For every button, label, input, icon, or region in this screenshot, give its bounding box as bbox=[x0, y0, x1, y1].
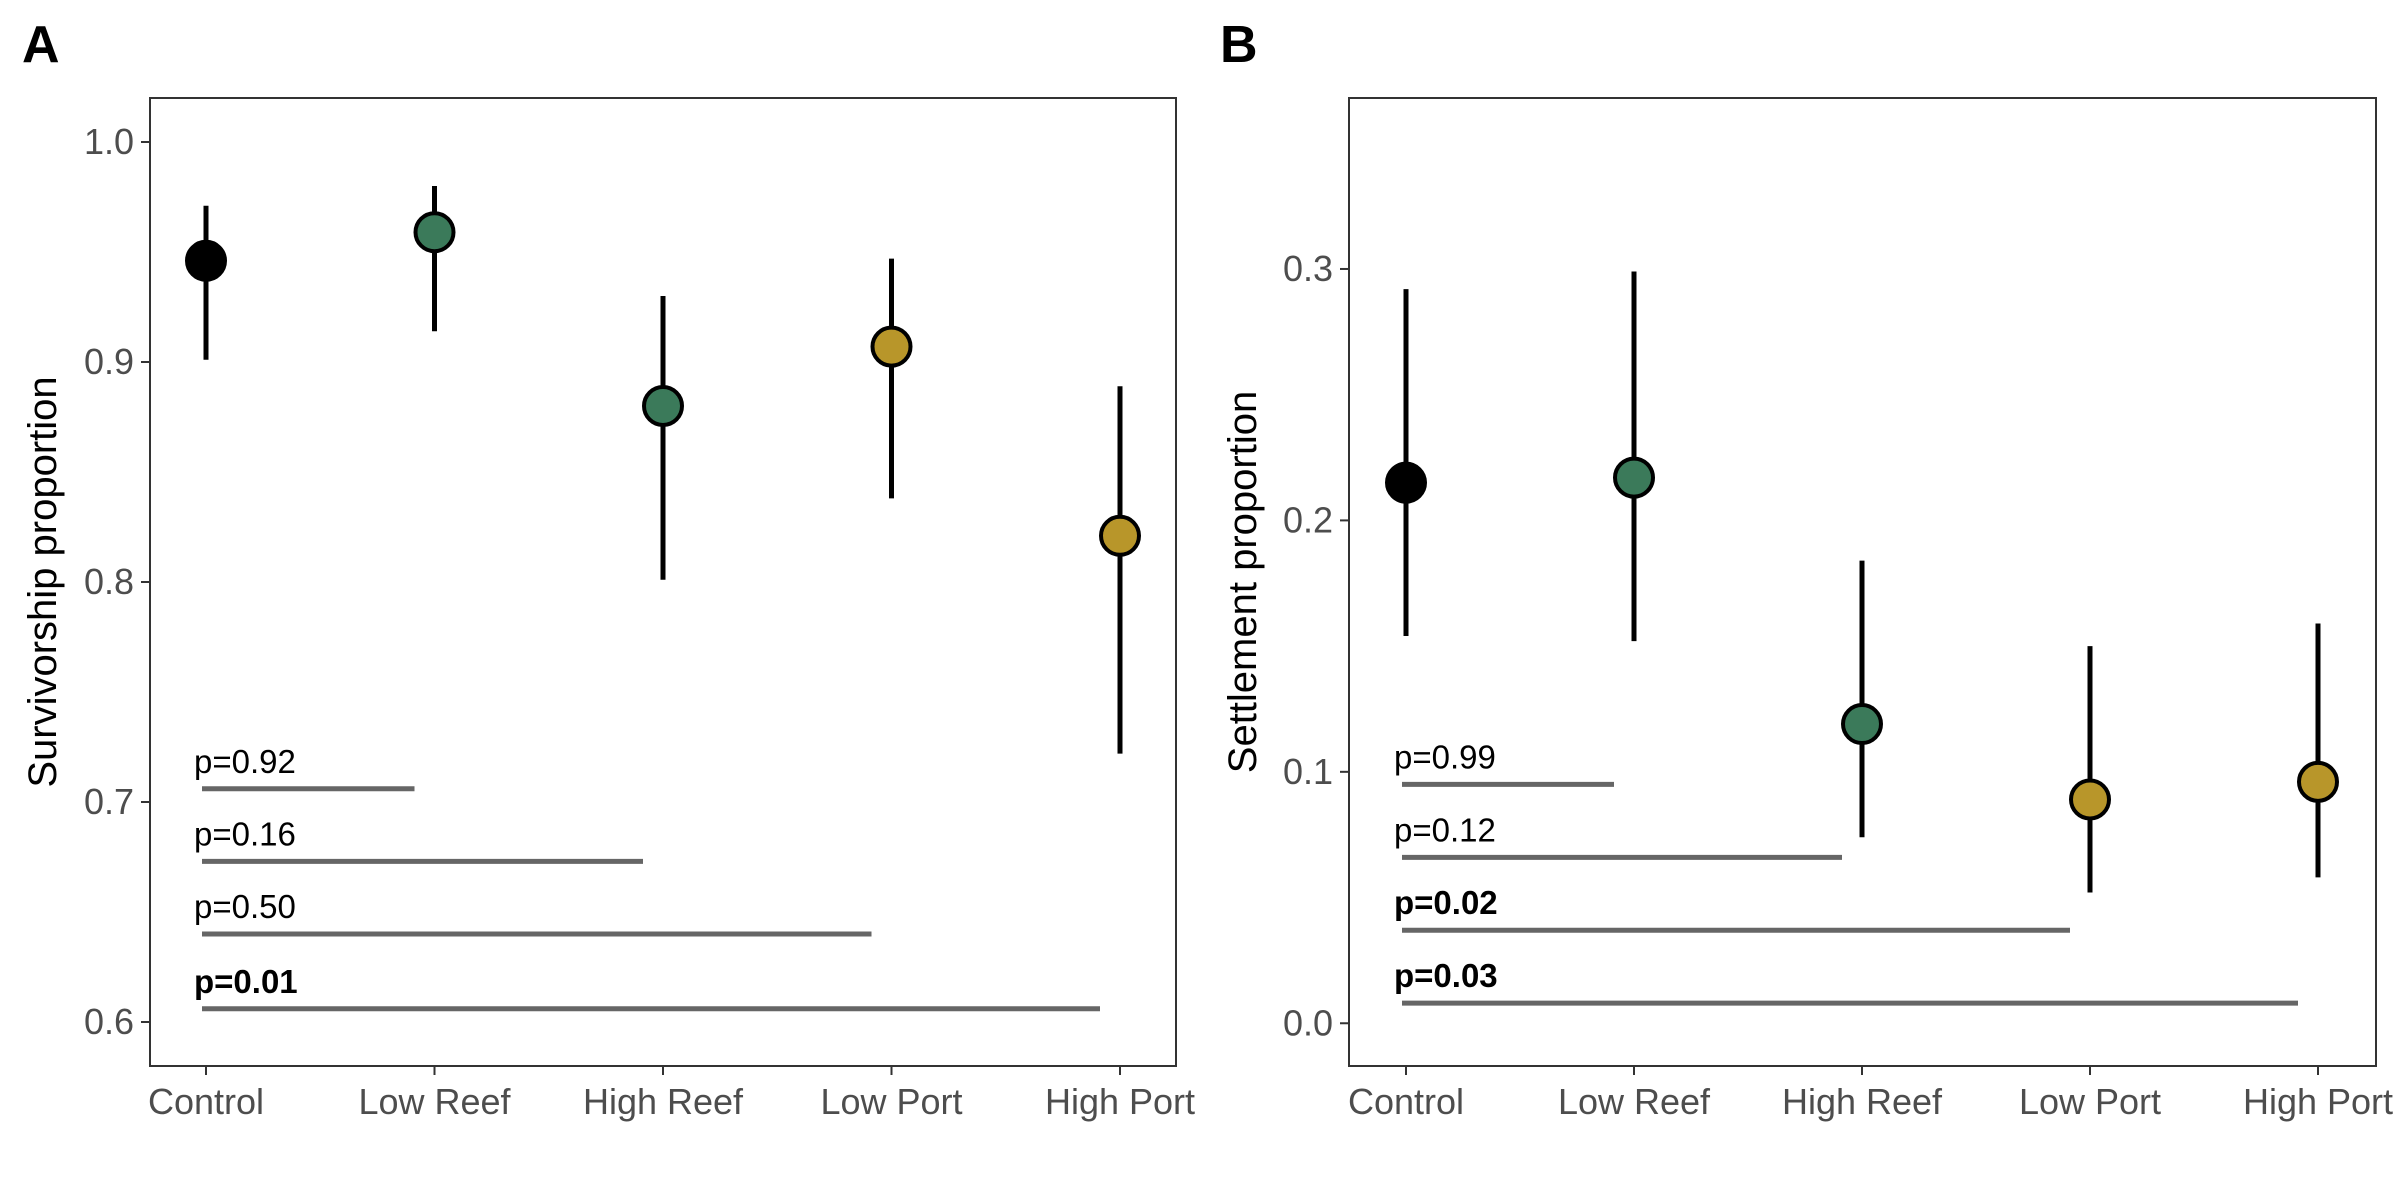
p-value-label: p=0.01 bbox=[194, 963, 298, 1000]
p-value-label: p=0.03 bbox=[1394, 957, 1498, 994]
y-tick-label: 1.0 bbox=[84, 121, 134, 162]
data-point bbox=[413, 211, 456, 254]
x-tick-label: High Port bbox=[1045, 1081, 1195, 1122]
x-tick-label: Control bbox=[148, 1081, 264, 1122]
p-value-label: p=0.02 bbox=[1394, 884, 1498, 921]
data-point bbox=[642, 385, 684, 427]
p-value-label: p=0.50 bbox=[194, 888, 296, 925]
y-tick-label: 0.1 bbox=[1283, 751, 1333, 792]
panel-label: B bbox=[1220, 16, 1258, 74]
y-axis-label: Survivorship proportion bbox=[21, 376, 65, 787]
x-tick-label: Low Port bbox=[2019, 1081, 2161, 1122]
data-point bbox=[2069, 778, 2111, 821]
y-tick-label: 0.8 bbox=[84, 561, 134, 602]
x-tick-label: High Port bbox=[2243, 1081, 2393, 1122]
y-tick-label: 0.9 bbox=[84, 341, 134, 382]
y-axis-label: Settlement proportion bbox=[1221, 391, 1265, 773]
p-value-label: p=0.92 bbox=[194, 743, 296, 780]
panel-b: B Settlement proportion 0.3 0.2 0.1 0.0 Contro… bbox=[1220, 16, 2393, 1122]
y-tick-label: 0.2 bbox=[1283, 499, 1333, 540]
p-value-label: p=0.99 bbox=[1394, 738, 1496, 775]
y-tick-label: 0.7 bbox=[84, 781, 134, 822]
data-point bbox=[1841, 703, 1883, 746]
x-tick-label: Low Reef bbox=[1558, 1081, 1711, 1122]
x-tick-label: Control bbox=[1348, 1081, 1464, 1122]
data-point bbox=[1613, 456, 1655, 499]
data-point bbox=[870, 325, 913, 368]
y-tick-label: 0.0 bbox=[1283, 1002, 1333, 1043]
x-tick-label: High Reef bbox=[1782, 1081, 1943, 1122]
data-point bbox=[1385, 461, 1427, 504]
data-point bbox=[1099, 514, 1141, 557]
x-tick-label: High Reef bbox=[583, 1081, 744, 1122]
x-tick-label: Low Reef bbox=[358, 1081, 511, 1122]
x-tick-label: Low Port bbox=[820, 1081, 962, 1122]
data-point bbox=[2297, 760, 2339, 803]
plot-frame bbox=[149, 97, 1177, 1067]
y-tick-label: 0.6 bbox=[84, 1001, 134, 1042]
data-point bbox=[185, 239, 227, 282]
p-value-label: p=0.16 bbox=[194, 815, 296, 852]
y-tick-label: 0.3 bbox=[1283, 248, 1333, 289]
panel-label: A bbox=[22, 16, 60, 74]
panel-a: A Survivorship proportion 1.0 0.9 0.8 0.7 0.6 C… bbox=[21, 16, 1195, 1122]
p-value-label: p=0.12 bbox=[1394, 811, 1496, 848]
